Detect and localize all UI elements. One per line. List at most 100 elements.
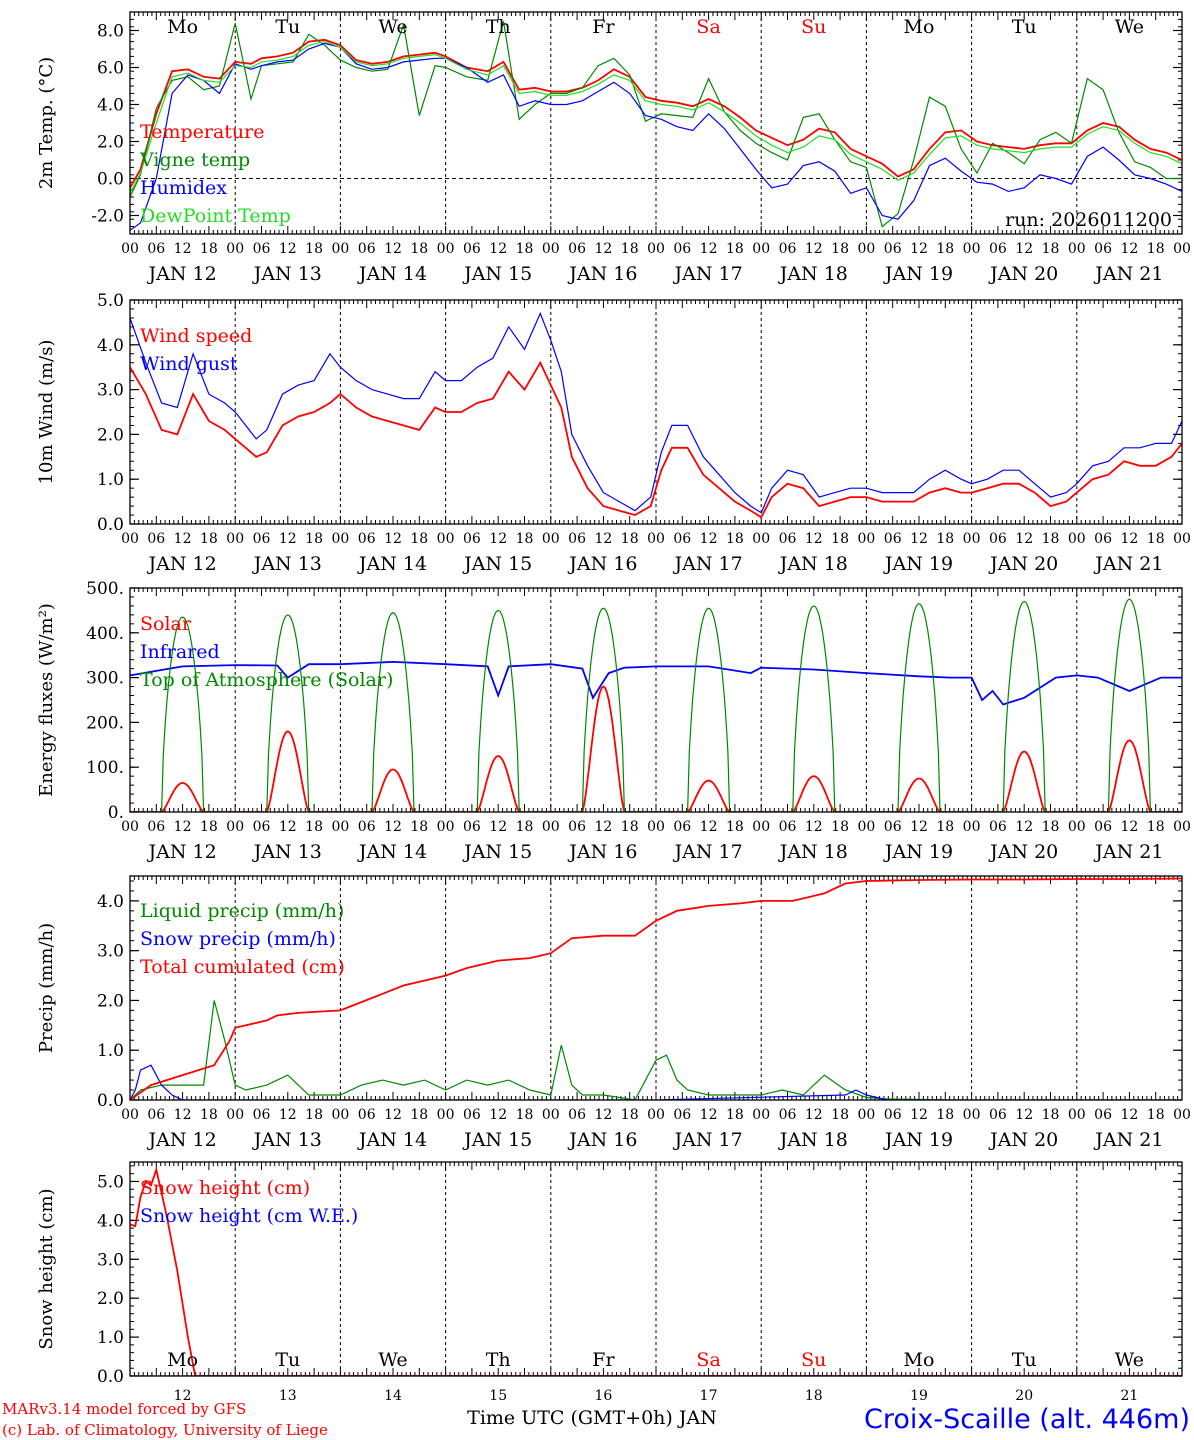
hour-tick-label: 00 (963, 819, 981, 835)
hour-tick-label: 12 (910, 241, 928, 257)
hour-tick-label: 18 (516, 241, 534, 257)
hour-tick-label: 00 (226, 819, 244, 835)
date-label: JAN 12 (147, 553, 217, 575)
date-label: JAN 15 (462, 1129, 532, 1151)
date-label: JAN 16 (567, 553, 637, 575)
hour-tick-label: 00 (1068, 241, 1086, 257)
hour-tick-label: 18 (831, 241, 849, 257)
hour-tick-label: 00 (331, 241, 349, 257)
date-label: JAN 21 (1093, 553, 1163, 575)
hour-tick-label: 18 (726, 1107, 744, 1123)
date-label: JAN 14 (357, 263, 427, 285)
day-name-label: We (1115, 1349, 1144, 1371)
hour-tick-label: 06 (779, 819, 797, 835)
hour-tick-label: 06 (673, 531, 691, 547)
hour-tick-label: 18 (621, 241, 639, 257)
hour-tick-label: 18 (936, 1107, 954, 1123)
y-tick-label: 4.0 (97, 336, 124, 356)
hour-tick-label: 18 (726, 241, 744, 257)
hour-tick-label: 12 (700, 241, 718, 257)
hour-tick-label: 06 (147, 819, 165, 835)
day-number-label: 12 (174, 1388, 192, 1404)
day-name-label: We (378, 16, 407, 38)
hour-tick-label: 18 (936, 531, 954, 547)
date-label: JAN 19 (883, 553, 953, 575)
day-number-label: 21 (1120, 1388, 1138, 1404)
y-tick-label: 200. (86, 713, 124, 733)
hour-tick-label: 18 (305, 241, 323, 257)
series-line-vigne-temp (130, 21, 1182, 228)
series-line-infrared (130, 660, 1182, 706)
hour-tick-label: 12 (1015, 241, 1033, 257)
day-number-label: 16 (594, 1388, 612, 1404)
hour-tick-label: 06 (358, 1107, 376, 1123)
day-name-label: Fr (592, 16, 615, 38)
hour-tick-label: 00 (1068, 1107, 1086, 1123)
day-name-label: We (1115, 16, 1144, 38)
hour-tick-label: 00 (963, 1107, 981, 1123)
date-label: JAN 15 (462, 263, 532, 285)
y-tick-label: 5.0 (97, 291, 124, 311)
y-tick-label: 3.0 (97, 1250, 124, 1270)
hour-tick-label: 18 (831, 1107, 849, 1123)
date-label: JAN 21 (1093, 263, 1163, 285)
panel-2 (129, 299, 1183, 525)
day-name-label: Th (486, 1349, 511, 1371)
hour-tick-label: 18 (410, 1107, 428, 1123)
hour-tick-label: 12 (805, 1107, 823, 1123)
day-number-label: 13 (279, 1388, 297, 1404)
hour-tick-label: 12 (700, 531, 718, 547)
hour-tick-label: 12 (279, 1107, 297, 1123)
y-tick-label: 2.0 (97, 133, 124, 153)
hour-tick-label: 06 (358, 819, 376, 835)
legend-entry: Total cumulated (cm) (140, 956, 345, 978)
date-label: JAN 18 (778, 263, 848, 285)
date-label: JAN 21 (1093, 841, 1163, 863)
hour-tick-label: 06 (1094, 531, 1112, 547)
hour-tick-label: 06 (884, 241, 902, 257)
hour-tick-label: 18 (621, 819, 639, 835)
hour-tick-label: 00 (1068, 819, 1086, 835)
legend-entry: DewPoint Temp (140, 205, 291, 227)
hour-tick-label-end: 00 (1173, 531, 1191, 547)
plot-frame (129, 587, 1183, 813)
date-label: JAN 20 (988, 841, 1058, 863)
series-line-solar (130, 685, 1182, 812)
hour-tick-label: 00 (226, 1107, 244, 1123)
hour-tick-label: 12 (594, 531, 612, 547)
hour-tick-label: 18 (1147, 531, 1165, 547)
date-label: JAN 20 (988, 1129, 1058, 1151)
date-label: JAN 18 (778, 553, 848, 575)
hour-tick-label: 06 (884, 531, 902, 547)
hour-tick-label: 00 (647, 241, 665, 257)
y-tick-label: 3.0 (97, 942, 124, 962)
hour-tick-label: 06 (673, 241, 691, 257)
date-label: JAN 19 (883, 263, 953, 285)
hour-tick-label: 18 (516, 1107, 534, 1123)
hour-tick-label: 12 (594, 241, 612, 257)
hour-tick-label: 06 (1094, 819, 1112, 835)
date-label: JAN 15 (462, 553, 532, 575)
series-line-temperature (130, 38, 1182, 189)
hour-tick-label: 00 (752, 1107, 770, 1123)
series-line-dewpoint-temp (130, 40, 1182, 194)
date-label: JAN 21 (1093, 1129, 1163, 1151)
hour-tick-label: 12 (1120, 1107, 1138, 1123)
hour-tick-label: 12 (594, 1107, 612, 1123)
hour-tick-label: 12 (594, 819, 612, 835)
hour-tick-label: 06 (147, 1107, 165, 1123)
day-name-label: Su (801, 1349, 826, 1371)
hour-tick-label: 12 (489, 819, 507, 835)
y-tick-label: 400. (86, 624, 124, 644)
plot-frame (129, 11, 1183, 235)
hour-tick-label: 18 (410, 531, 428, 547)
hour-tick-label: 00 (857, 1107, 875, 1123)
hour-tick-label: 18 (1042, 819, 1060, 835)
hour-tick-label: 18 (516, 531, 534, 547)
y-tick-label: 3.0 (97, 381, 124, 401)
date-label: JAN 14 (357, 841, 427, 863)
hour-tick-label: 00 (857, 819, 875, 835)
hour-tick-label: 00 (331, 1107, 349, 1123)
day-number-label: 20 (1015, 1388, 1033, 1404)
